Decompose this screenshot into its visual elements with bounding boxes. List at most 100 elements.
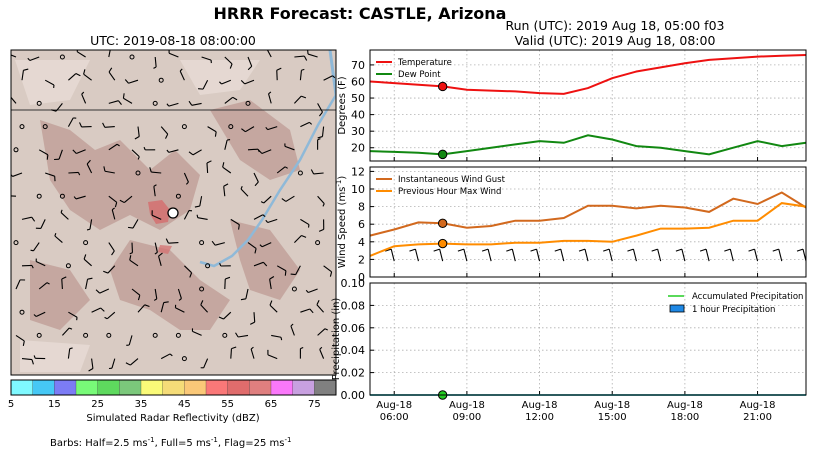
legend-label: Instantaneous Wind Gust: [398, 175, 506, 185]
wind-barb: [230, 218, 240, 230]
barb-shaft: [300, 121, 310, 128]
barb-shaft: [168, 242, 179, 244]
calm-wind-marker: [106, 332, 112, 338]
barb-flag: [322, 203, 325, 207]
barb-shaft: [160, 126, 169, 135]
barb-shaft: [184, 265, 192, 274]
wind-barb: [196, 214, 208, 220]
barb-shaft: [268, 93, 272, 104]
barb-flag: [108, 67, 113, 73]
barb-flag: [76, 50, 78, 52]
wind-barb: [153, 56, 157, 69]
calm-wind-marker: [181, 124, 187, 130]
barb-shaft: [632, 249, 637, 262]
barb-shaft: [300, 308, 311, 313]
barb-flag: [301, 95, 307, 99]
wind-barb: [44, 79, 55, 89]
wind-barb: [299, 68, 305, 81]
wind-barb: [276, 265, 287, 276]
y-tick-label: 50: [351, 92, 365, 105]
barb-flag: [269, 276, 275, 280]
barb-shaft: [168, 102, 179, 107]
y-tick-label: 40: [351, 109, 365, 122]
barb-flag: [117, 100, 122, 105]
wind-barb: [319, 346, 325, 359]
wind-barb: [119, 195, 133, 204]
barb-flag: [309, 308, 314, 314]
wind-barb: [60, 209, 69, 220]
plot-frame: [369, 166, 807, 278]
wind-barb: [11, 172, 23, 177]
barb-shaft: [45, 172, 55, 177]
barb-shaft: [35, 311, 46, 318]
barb-shaft: [321, 126, 325, 137]
wind-barb: [149, 167, 162, 174]
wind-barb: [153, 184, 157, 197]
barb-shaft: [223, 311, 232, 320]
barb-flag: [578, 248, 586, 252]
wind-barb: [158, 252, 163, 266]
wind-barb: [219, 263, 231, 267]
barb-flag: [23, 68, 29, 71]
barb-shaft: [89, 219, 93, 230]
barb-shaft: [271, 334, 282, 338]
barb-shaft: [253, 312, 256, 323]
barb-flag: [75, 73, 81, 77]
barb-flag: [103, 270, 109, 274]
barb-flag: [232, 96, 238, 101]
barb-flag: [69, 347, 73, 350]
colorbar-cell: [184, 379, 207, 396]
calm-wind-marker: [83, 240, 89, 246]
barb-shaft: [15, 334, 25, 342]
calm-wind-marker: [59, 54, 65, 60]
barb-shaft: [99, 288, 110, 294]
wind-barb: [160, 353, 173, 360]
time-wind-barb: [530, 248, 541, 262]
barb-shaft: [67, 117, 74, 127]
barb-flag: [149, 167, 152, 173]
x-tick-label: 18:00: [670, 412, 699, 423]
valid-time-marker: [437, 218, 448, 229]
barb-flag: [77, 172, 81, 176]
barb-shaft: [323, 75, 333, 81]
wind-barb: [224, 96, 238, 104]
wind-barb: [300, 121, 313, 128]
legend-label: Previous Hour Max Wind: [398, 187, 501, 197]
wind-barb: [11, 93, 17, 104]
calm-wind-marker: [13, 147, 19, 153]
wind-barb: [317, 138, 321, 150]
barb-shaft: [681, 249, 686, 262]
colorbar-cell: [227, 379, 250, 396]
wind-barb: [166, 102, 179, 107]
barb-flag: [235, 332, 239, 338]
barb-shaft: [214, 242, 225, 246]
wind-barb: [317, 103, 323, 117]
wind-barb: [68, 73, 81, 81]
barb-shaft: [151, 171, 162, 174]
series-line-previous-hour-max-wind: [369, 202, 807, 257]
calm-wind-marker: [291, 286, 297, 292]
wind-barb: [317, 195, 325, 207]
barb-shaft: [253, 261, 264, 267]
barb-shaft: [284, 145, 295, 151]
wind-barb: [45, 172, 56, 182]
wind-barb: [207, 126, 217, 137]
barb-shaft: [608, 249, 613, 262]
wind-barb: [127, 219, 139, 229]
barb-shaft: [230, 218, 240, 226]
map-frame: [10, 49, 337, 376]
wind-barb: [188, 149, 202, 156]
river: [199, 94, 336, 268]
barb-shaft: [76, 149, 86, 155]
wind-barb: [253, 172, 259, 187]
legend-label: Dew Point: [398, 70, 441, 80]
wind-barb: [21, 216, 36, 222]
colorbar-cell: [75, 379, 99, 396]
barb-flag: [300, 346, 304, 350]
barb-flag: [319, 346, 323, 350]
barb-flag: [134, 136, 140, 140]
barb-flag: [153, 66, 157, 69]
barb-shaft: [463, 249, 468, 262]
colorbar-cell: [270, 379, 294, 396]
wind-barb: [54, 233, 63, 244]
